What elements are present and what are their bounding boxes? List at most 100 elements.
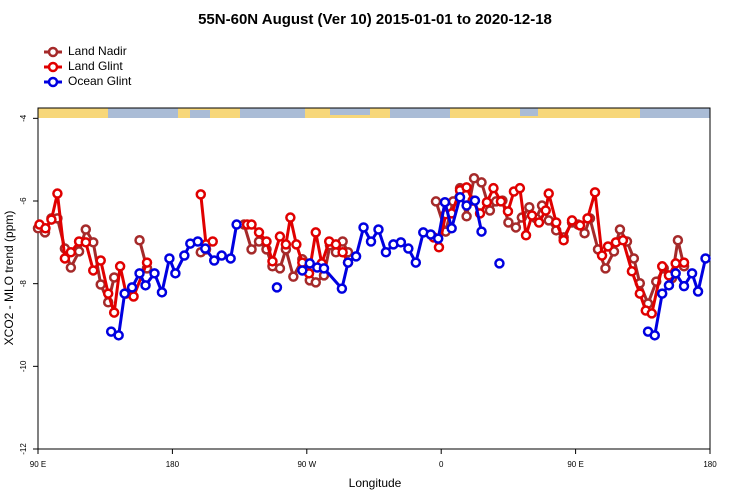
data-point: [461, 211, 472, 222]
data-point: [195, 189, 207, 200]
data-point: [246, 244, 257, 255]
data-point: [52, 188, 63, 199]
data-point: [358, 222, 369, 233]
data-point: [336, 283, 348, 294]
x-axis-label: Longitude: [349, 476, 402, 490]
data-point: [310, 227, 322, 238]
data-point: [179, 250, 190, 261]
data-point: [280, 239, 292, 250]
data-point: [113, 330, 124, 341]
chart-title: 55N-60N August (Ver 10) 2015-01-01 to 20…: [198, 11, 552, 28]
data-point: [446, 223, 457, 234]
data-point: [524, 201, 535, 213]
x-tick-label: 180: [166, 460, 180, 469]
data-point: [288, 271, 299, 282]
map-strip: [38, 108, 710, 118]
data-point: [134, 268, 145, 279]
y-tick-label: -8: [19, 280, 28, 288]
data-point: [602, 241, 614, 252]
data-point: [543, 188, 554, 199]
data-point: [425, 229, 436, 240]
legend-label: Land Nadir: [68, 44, 127, 58]
data-point: [73, 246, 85, 257]
data-point: [192, 236, 204, 247]
data-point: [200, 243, 211, 254]
x-tick-label: 90 E: [567, 460, 583, 469]
data-point: [686, 268, 698, 279]
data-point: [102, 288, 114, 299]
data-point: [614, 224, 626, 235]
data-point: [231, 219, 242, 230]
data-point: [510, 222, 522, 233]
data-point: [80, 224, 92, 235]
data-point: [164, 253, 175, 264]
data-point: [65, 262, 77, 273]
x-tick-label: 90 E: [30, 460, 46, 469]
data-point: [628, 253, 640, 264]
data-point: [95, 255, 106, 266]
data-point: [692, 286, 704, 297]
data-point: [88, 265, 99, 276]
data-point: [672, 235, 684, 246]
data-point: [678, 280, 690, 292]
data-point: [432, 233, 444, 244]
data-point: [520, 230, 532, 241]
data-point: [65, 247, 77, 258]
data-point: [304, 258, 316, 269]
data-point: [670, 268, 681, 279]
y-tick-label: -12: [19, 443, 28, 455]
data-point: [310, 277, 322, 288]
data-point: [617, 235, 629, 246]
data-point: [663, 280, 675, 291]
plot-frame: [37, 107, 711, 450]
legend-marker: [47, 61, 59, 73]
data-point: [40, 223, 51, 234]
data-point: [141, 257, 153, 268]
data-point: [558, 235, 569, 246]
data-point: [140, 280, 151, 291]
data-point: [540, 205, 551, 216]
data-point: [461, 200, 472, 211]
data-point: [225, 253, 236, 264]
data-point: [514, 182, 526, 194]
data-point: [274, 263, 286, 274]
data-point: [380, 247, 392, 258]
data-point: [503, 217, 514, 228]
data-point: [119, 288, 130, 299]
series-line: [110, 195, 707, 337]
y-axis-label: XCO2 - MLO trend (ppm): [2, 211, 16, 346]
data-point: [495, 196, 507, 207]
data-point: [285, 212, 296, 223]
data-point: [156, 287, 168, 298]
data-point: [59, 253, 71, 264]
data-point: [656, 288, 668, 299]
legend-marker: [47, 76, 59, 88]
legend-label: Land Glint: [68, 59, 123, 73]
data-point: [253, 227, 265, 238]
data-point: [649, 330, 660, 341]
data-point: [502, 206, 514, 217]
x-tick-label: 0: [439, 460, 444, 469]
data-point: [126, 282, 138, 293]
data-point: [267, 256, 278, 267]
data-point: [461, 182, 472, 193]
data-point: [271, 282, 283, 293]
data-point: [550, 217, 562, 228]
data-point: [589, 187, 601, 198]
data-point: [454, 192, 466, 203]
data-point: [80, 237, 92, 248]
data-point: [403, 243, 414, 254]
data-point: [170, 268, 181, 279]
data-point: [350, 251, 362, 262]
y-tick-label: -4: [19, 114, 28, 122]
data-point: [433, 242, 445, 253]
data-point: [430, 196, 442, 207]
data-point: [526, 210, 538, 221]
data-point: [670, 258, 681, 269]
data-point: [468, 173, 480, 184]
data-point: [678, 257, 690, 268]
data-point: [128, 291, 139, 302]
data-point: [582, 213, 593, 224]
data-point: [114, 261, 126, 272]
